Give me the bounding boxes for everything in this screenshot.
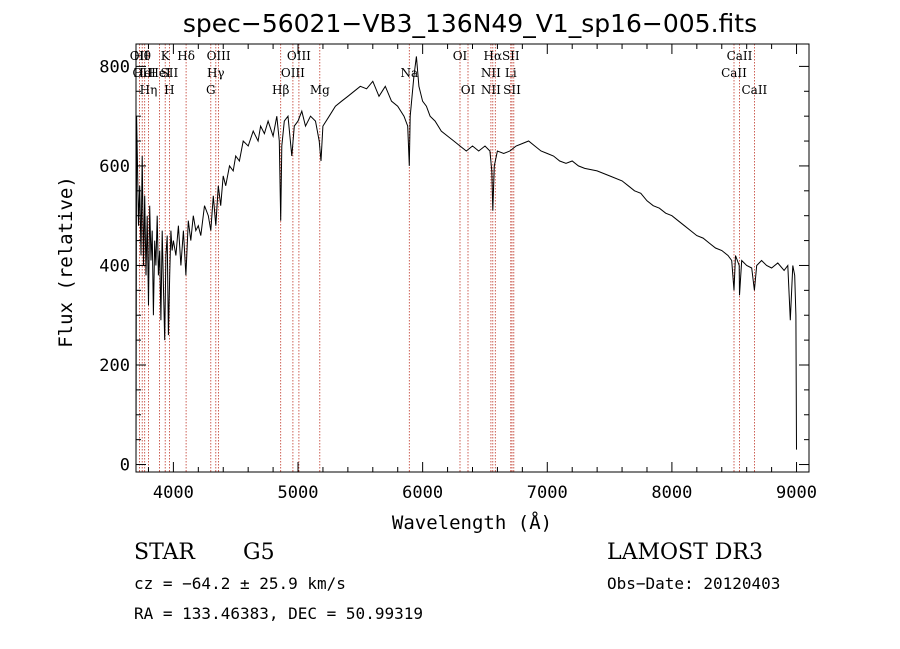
line-label-7-0: Hδ bbox=[177, 49, 195, 63]
line-label-21-0: SII bbox=[502, 49, 520, 63]
line-label-19-0: Hα bbox=[484, 49, 503, 63]
line-label-24-1: CaII bbox=[721, 66, 747, 80]
x-axis-label: Wavelength (Å) bbox=[392, 511, 552, 534]
survey-name: LAMOST DR3 bbox=[607, 540, 763, 565]
line-label-22-2: SII bbox=[503, 83, 521, 97]
line-label-3-2: Hη bbox=[140, 83, 158, 97]
chart-title: spec−56021−VB3_136N49_V1_sp16−005.fits bbox=[183, 9, 757, 38]
line-label-0-0: OII bbox=[130, 49, 150, 63]
y-tick-label-4: 800 bbox=[99, 57, 130, 77]
line-label-5-0: K bbox=[161, 49, 171, 63]
line-label-8-2: G bbox=[206, 83, 216, 97]
redshift-text: cz = −64.2 ± 25.9 km/s bbox=[134, 574, 346, 593]
line-label-1-0: Hθ bbox=[133, 49, 151, 63]
line-label-6-2: H bbox=[164, 83, 174, 97]
x-tick-label-2: 6000 bbox=[402, 483, 443, 503]
spectral-line-markers bbox=[138, 44, 755, 472]
line-label-18-1: NII bbox=[481, 66, 501, 80]
line-label-9-1: Hγ bbox=[207, 66, 225, 80]
line-label-4-1: HeI bbox=[148, 66, 171, 80]
line-label-15-1: Na bbox=[400, 66, 418, 80]
line-label-2-1: HeI bbox=[134, 66, 157, 80]
line-label-26-2: CaII bbox=[741, 83, 767, 97]
coordinates: RA = 133.46383, DEC = 50.99319 bbox=[134, 604, 423, 623]
line-label-13-0: OIII bbox=[287, 49, 311, 63]
spectral-subclass: G5 bbox=[243, 540, 275, 565]
line-label-18-2: NII bbox=[481, 83, 501, 97]
line-label-1-1: OII bbox=[133, 66, 153, 80]
plot-frame bbox=[135, 43, 810, 473]
line-label-14-2: Mg bbox=[310, 83, 330, 97]
line-label-6-1: SII bbox=[161, 66, 179, 80]
x-tick-label-0: 4000 bbox=[153, 483, 194, 503]
line-label-11-2: Hβ bbox=[272, 83, 289, 97]
spectrum-series-line bbox=[135, 56, 797, 465]
line-label-10-0: OIII bbox=[207, 49, 231, 63]
y-tick-label-3: 600 bbox=[99, 157, 130, 177]
obs-date: Obs−Date: 20120403 bbox=[607, 574, 780, 593]
spectral-line-labels: OIIHθOIIHeIHηHeIKSIIHHδGHγOIIIHβOIIIOIII… bbox=[130, 49, 768, 97]
y-tick-label-2: 400 bbox=[99, 256, 130, 276]
x-tick-label-3: 7000 bbox=[527, 483, 568, 503]
axis-ticks: 4000 5000 6000 7000 8000 9000 0 200 400 600 800 bbox=[99, 44, 817, 503]
y-tick-label-0: 0 bbox=[120, 456, 130, 476]
line-label-17-2: OI bbox=[461, 83, 476, 97]
line-label-12-1: OIII bbox=[281, 66, 305, 80]
x-tick-label-5: 9000 bbox=[776, 483, 817, 503]
line-label-25-0: CaII bbox=[727, 49, 753, 63]
x-tick-label-1: 5000 bbox=[278, 483, 319, 503]
y-tick-label-1: 200 bbox=[99, 356, 130, 376]
line-label-21-1: Li bbox=[505, 66, 517, 80]
y-axis-label: Flux (relative) bbox=[55, 176, 77, 348]
x-tick-label-4: 8000 bbox=[651, 483, 692, 503]
object-class: STAR bbox=[134, 540, 196, 565]
line-label-16-0: OI bbox=[453, 49, 468, 63]
